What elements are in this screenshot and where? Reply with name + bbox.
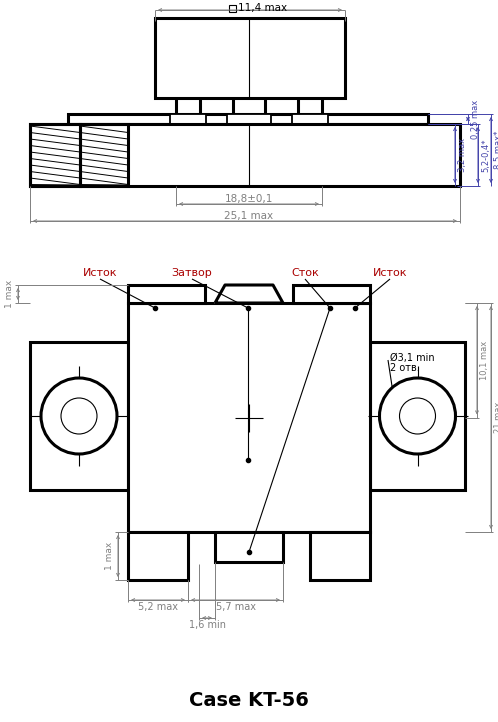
- Bar: [128, 285, 205, 303]
- Bar: [30, 342, 128, 490]
- Text: 11,4 max: 11,4 max: [238, 3, 287, 13]
- Text: 1 max: 1 max: [5, 280, 14, 308]
- Circle shape: [399, 398, 435, 434]
- Circle shape: [379, 378, 456, 454]
- Text: 25,1 max: 25,1 max: [225, 211, 273, 221]
- Bar: [30, 124, 460, 186]
- Circle shape: [41, 378, 117, 454]
- Bar: [128, 532, 188, 580]
- Text: Затвор: Затвор: [172, 268, 212, 278]
- Bar: [128, 303, 370, 532]
- Text: 5,2-0,4*: 5,2-0,4*: [481, 138, 490, 172]
- Text: 2 отв.: 2 отв.: [390, 363, 420, 373]
- Text: Case KT-56: Case KT-56: [189, 690, 309, 710]
- Text: Исток: Исток: [83, 268, 117, 278]
- Bar: [215, 532, 283, 562]
- Text: Исток: Исток: [373, 268, 407, 278]
- Text: 5,7 max: 5,7 max: [216, 602, 255, 612]
- Bar: [170, 114, 206, 124]
- Text: 1,6 min: 1,6 min: [189, 620, 226, 630]
- Text: 10,1 max: 10,1 max: [480, 341, 489, 380]
- Bar: [370, 342, 465, 490]
- Text: Ø3,1 min: Ø3,1 min: [390, 353, 435, 363]
- Polygon shape: [215, 285, 283, 303]
- Bar: [292, 114, 328, 124]
- Bar: [80, 124, 128, 186]
- Text: Сток: Сток: [291, 268, 319, 278]
- Text: 21 max: 21 max: [494, 402, 498, 433]
- Text: 5,2 max: 5,2 max: [138, 602, 178, 612]
- Text: 1 max: 1 max: [105, 542, 114, 570]
- Text: 0,25 max: 0,25 max: [471, 100, 480, 139]
- Bar: [68, 114, 428, 124]
- Bar: [293, 285, 370, 303]
- Bar: [227, 114, 271, 124]
- Circle shape: [61, 398, 97, 434]
- Bar: [310, 532, 370, 580]
- Text: 18,8±0,1: 18,8±0,1: [225, 194, 273, 204]
- Text: 8,5 max*: 8,5 max*: [494, 131, 498, 169]
- Bar: [30, 124, 80, 186]
- Bar: [155, 18, 345, 98]
- Text: 3,2 max: 3,2 max: [458, 138, 467, 172]
- Bar: [229, 5, 236, 12]
